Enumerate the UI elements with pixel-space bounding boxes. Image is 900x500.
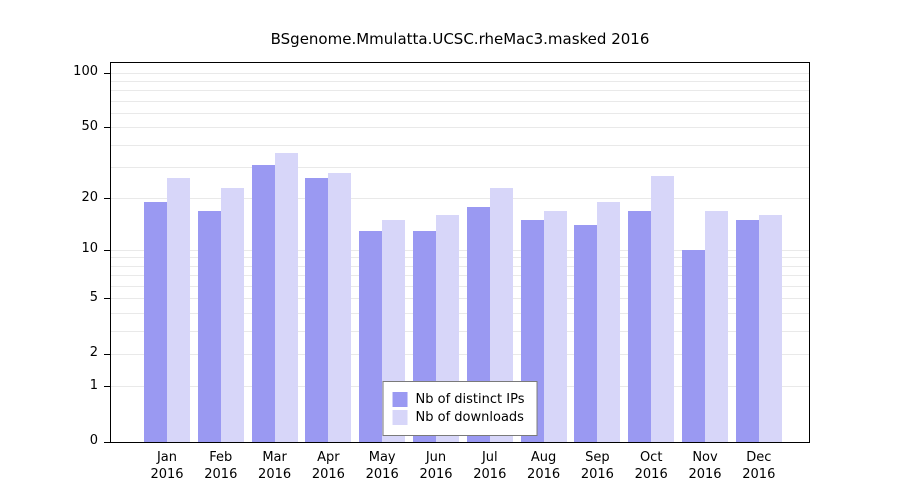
gridline bbox=[111, 80, 809, 82]
gridline bbox=[111, 353, 809, 355]
y-tick-label: 20 bbox=[81, 189, 98, 205]
x-axis-label-month: Feb bbox=[209, 450, 233, 465]
x-axis-label-month: Jul bbox=[481, 450, 498, 465]
x-axis-label-month: Aug bbox=[530, 450, 557, 465]
x-axis-label-year: 2016 bbox=[527, 467, 561, 482]
x-axis-label-year: 2016 bbox=[580, 467, 614, 482]
legend-item: Nb of distinct IPs bbox=[392, 392, 525, 407]
gridline bbox=[111, 298, 809, 300]
y-tick-label: 2 bbox=[89, 345, 98, 361]
x-axis-label-apr: Apr 2016 bbox=[298, 449, 358, 483]
chart-title: BSgenome.Mmulatta.UCSC.rheMac3.masked 20… bbox=[270, 30, 650, 48]
x-axis-label-aug: Aug 2016 bbox=[514, 449, 574, 483]
bar-nb-of-downloads-sep bbox=[597, 202, 621, 442]
x-axis-label-jul: Jul 2016 bbox=[460, 449, 520, 483]
y-tick-mark bbox=[104, 249, 110, 251]
gridline bbox=[111, 330, 809, 332]
x-axis-label-year: 2016 bbox=[688, 467, 722, 482]
gridline bbox=[111, 127, 809, 129]
y-tick-label: 0 bbox=[89, 433, 98, 448]
y-tick-mark bbox=[104, 441, 110, 443]
x-axis-label-year: 2016 bbox=[311, 467, 345, 482]
gridline bbox=[111, 265, 809, 267]
y-tick-mark bbox=[104, 353, 110, 355]
y-tick-mark bbox=[104, 127, 110, 129]
bar-nb-of-distinct-ips-jan bbox=[144, 202, 167, 442]
gridline bbox=[111, 72, 809, 74]
gridline bbox=[111, 249, 809, 251]
legend-swatch-icon bbox=[392, 392, 408, 407]
x-axis-label-month: Jun bbox=[425, 450, 447, 465]
bar-nb-of-distinct-ips-feb bbox=[197, 210, 221, 442]
x-axis-label-year: 2016 bbox=[365, 467, 399, 482]
y-tick-label: 50 bbox=[81, 118, 98, 134]
x-axis-label-month: Mar bbox=[262, 450, 287, 465]
x-axis-label-year: 2016 bbox=[204, 467, 238, 482]
gridline bbox=[111, 100, 809, 102]
x-axis-label-year: 2016 bbox=[419, 467, 453, 482]
x-axis-label-year: 2016 bbox=[150, 467, 184, 482]
y-tick-label: 5 bbox=[89, 289, 98, 305]
legend-swatch-icon bbox=[392, 410, 408, 425]
bar-nb-of-downloads-oct bbox=[651, 175, 675, 442]
x-axis-label-month: Oct bbox=[639, 450, 663, 465]
y-tick-label: 100 bbox=[73, 64, 98, 79]
plot-area: Nb of distinct IPs Nb of downloads bbox=[110, 62, 810, 443]
bar-nb-of-downloads-jan bbox=[167, 178, 190, 442]
y-tick-label: 10 bbox=[81, 241, 98, 257]
gridline bbox=[111, 90, 809, 92]
x-axis-label-year: 2016 bbox=[473, 467, 507, 482]
y-tick-mark bbox=[104, 386, 110, 388]
legend-label: Nb of distinct IPs bbox=[415, 392, 525, 407]
x-axis-label-month: Sep bbox=[585, 450, 610, 465]
x-axis-label-month: May bbox=[368, 450, 396, 465]
gridline bbox=[111, 275, 809, 277]
x-axis-label-dec: Dec 2016 bbox=[729, 449, 789, 483]
x-axis-label-year: 2016 bbox=[742, 467, 776, 482]
bar-nb-of-distinct-ips-mar bbox=[251, 164, 275, 442]
bar-nb-of-distinct-ips-oct bbox=[628, 210, 652, 442]
bar-nb-of-distinct-ips-apr bbox=[305, 178, 329, 442]
y-tick-mark bbox=[104, 72, 110, 74]
x-axis-label-sep: Sep 2016 bbox=[567, 449, 627, 483]
bar-nb-of-downloads-jul bbox=[489, 187, 513, 442]
x-axis-label-oct: Oct 2016 bbox=[621, 449, 681, 483]
bar-nb-of-downloads-aug bbox=[543, 210, 567, 442]
gridline bbox=[111, 144, 809, 146]
bar-nb-of-distinct-ips-may bbox=[359, 231, 383, 442]
x-axis-label-nov: Nov 2016 bbox=[675, 449, 735, 483]
bar-nb-of-downloads-nov bbox=[705, 210, 728, 442]
x-axis-label-year: 2016 bbox=[634, 467, 668, 482]
gridline bbox=[111, 198, 809, 200]
y-tick-mark bbox=[104, 198, 110, 200]
gridline bbox=[111, 312, 809, 314]
gridline bbox=[111, 166, 809, 168]
y-tick-mark bbox=[104, 298, 110, 300]
legend-item: Nb of downloads bbox=[392, 410, 525, 425]
gridline bbox=[111, 285, 809, 287]
x-axis-label-month: Jan bbox=[156, 450, 178, 465]
x-axis-label-jan: Jan 2016 bbox=[137, 449, 197, 483]
y-tick-label: 1 bbox=[89, 377, 98, 393]
bar-nb-of-distinct-ips-nov bbox=[682, 250, 705, 442]
x-axis-label-jun: Jun 2016 bbox=[406, 449, 466, 483]
bar-nb-of-downloads-dec bbox=[758, 215, 782, 442]
bar-nb-of-distinct-ips-sep bbox=[574, 225, 598, 442]
x-axis-label-may: May 2016 bbox=[352, 449, 412, 483]
bar-nb-of-distinct-ips-dec bbox=[735, 220, 759, 442]
x-axis-label-feb: Feb 2016 bbox=[191, 449, 251, 483]
x-axis-label-year: 2016 bbox=[258, 467, 292, 482]
gridline bbox=[111, 257, 809, 259]
bar-nb-of-downloads-feb bbox=[220, 187, 244, 442]
x-axis-label-month: Nov bbox=[692, 450, 718, 465]
gridline bbox=[111, 112, 809, 114]
x-axis-label-month: Apr bbox=[317, 450, 340, 465]
legend: Nb of distinct IPs Nb of downloads bbox=[382, 381, 538, 436]
legend-label: Nb of downloads bbox=[415, 410, 524, 425]
bar-nb-of-downloads-apr bbox=[328, 172, 352, 442]
bar-nb-of-downloads-mar bbox=[274, 153, 298, 442]
x-axis-label-mar: Mar 2016 bbox=[245, 449, 305, 483]
x-axis-label-month: Dec bbox=[746, 450, 772, 465]
